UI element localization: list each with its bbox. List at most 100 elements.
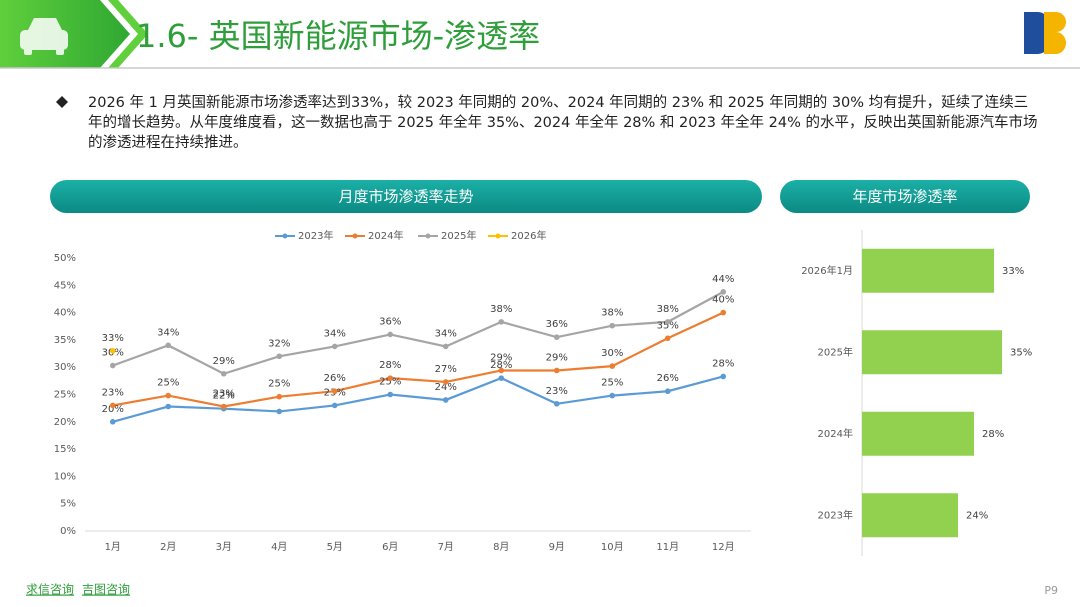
point-marker [109, 362, 116, 369]
page-title: 1.6- 英国新能源市场-渗透率 [136, 17, 540, 55]
y-tick-label: 0% [60, 526, 76, 537]
car-icon [20, 18, 68, 55]
bar [862, 248, 994, 293]
data-label: 34% [324, 328, 346, 339]
point-marker [165, 342, 172, 349]
page-number: P9 [1044, 584, 1058, 597]
data-label: 20% [102, 404, 124, 415]
y-tick-label: 25% [54, 390, 76, 401]
series-line [112, 290, 724, 375]
legend-swatch [495, 233, 501, 239]
point-marker [109, 402, 116, 409]
x-tick-label: 7月 [438, 541, 454, 553]
logo [1024, 12, 1066, 54]
data-label: 25% [601, 378, 623, 389]
data-label: 28% [712, 358, 734, 369]
point-marker [664, 319, 671, 325]
point-marker [276, 408, 283, 415]
point-marker [553, 367, 560, 374]
series-line [112, 311, 724, 408]
y-tick-label: 35% [54, 335, 76, 346]
x-tick-label: 8月 [493, 541, 509, 553]
point-marker [387, 391, 394, 398]
point-marker [442, 343, 449, 350]
data-label: 38% [601, 308, 623, 319]
y-tick-label: 30% [54, 362, 76, 373]
data-label: 34% [435, 328, 457, 339]
point-marker [553, 334, 560, 340]
data-label: 26% [657, 373, 679, 384]
y-tick-label: 45% [54, 280, 76, 291]
data-label: 36% [546, 319, 568, 330]
point-marker [331, 343, 338, 350]
x-tick-label: 9月 [549, 541, 565, 553]
point-marker [331, 388, 338, 395]
legend-swatch [282, 233, 288, 239]
point-marker [609, 363, 616, 369]
point-marker [220, 370, 227, 377]
data-label: 25% [379, 377, 401, 388]
x-tick-label: 11月 [656, 541, 679, 553]
point-marker [109, 348, 116, 354]
x-tick-label: 4月 [271, 541, 287, 553]
point-marker [609, 392, 616, 399]
point-marker [276, 393, 283, 400]
data-label: 23% [102, 387, 124, 398]
x-tick-label: 3月 [216, 541, 232, 553]
x-tick-label: 6月 [382, 541, 398, 553]
data-label: 29% [213, 356, 235, 367]
data-label: 29% [546, 352, 568, 363]
point-marker [720, 289, 727, 295]
chart-title: 月度市场渗透率走势 [338, 188, 473, 206]
series-line [112, 375, 724, 423]
legend-label: 2024年 [368, 229, 403, 242]
data-label: 44% [712, 274, 734, 285]
data-label: 40% [712, 295, 734, 306]
point-marker [553, 400, 560, 407]
y-tick-label: 15% [54, 444, 76, 455]
point-marker [220, 403, 227, 410]
data-label: 23% [213, 389, 235, 400]
data-label: 24% [966, 510, 988, 521]
point-marker [331, 402, 338, 409]
point-marker [498, 319, 505, 325]
bar [862, 330, 1002, 375]
y-tick-label: 2025年 [818, 345, 853, 358]
data-label: 30% [601, 348, 623, 359]
point-marker [498, 375, 505, 381]
data-label: 34% [157, 327, 179, 338]
data-label: 29% [490, 352, 512, 363]
point-marker [664, 335, 671, 342]
point-marker [498, 367, 505, 374]
data-label: 24% [435, 382, 457, 393]
data-label: 28% [379, 360, 401, 371]
x-tick-label: 5月 [327, 541, 343, 553]
y-tick-label: 5% [60, 499, 76, 510]
data-label: 36% [379, 316, 401, 327]
y-tick-label: 10% [54, 471, 76, 482]
intro-text: 2026 年 1 月英国新能源市场渗透率达到33%，较 2023 年同期的 20… [88, 95, 1038, 151]
point-marker [720, 373, 727, 380]
data-label: 35% [1010, 347, 1032, 358]
point-marker [165, 403, 172, 410]
point-marker [276, 353, 283, 360]
data-label: 35% [657, 320, 679, 331]
footer-link[interactable]: 求信咨询 [26, 582, 74, 597]
point-marker [609, 322, 616, 329]
point-marker [387, 331, 394, 338]
data-label: 33% [1002, 266, 1024, 277]
point-marker [109, 419, 116, 425]
panel-header [780, 180, 1030, 213]
bullet [56, 96, 68, 108]
legend-label: 2023年 [298, 229, 333, 242]
legend-label: 2025年 [441, 229, 476, 242]
x-tick-label: 1月 [105, 541, 121, 553]
legend-swatch [352, 233, 358, 239]
footer-link[interactable]: 吉图咨询 [82, 582, 130, 597]
y-tick-label: 2024年 [818, 427, 853, 440]
x-tick-label: 12月 [712, 541, 735, 553]
legend-swatch [425, 233, 431, 239]
y-tick-label: 2026年1月 [801, 264, 853, 277]
y-tick-label: 20% [54, 417, 76, 428]
